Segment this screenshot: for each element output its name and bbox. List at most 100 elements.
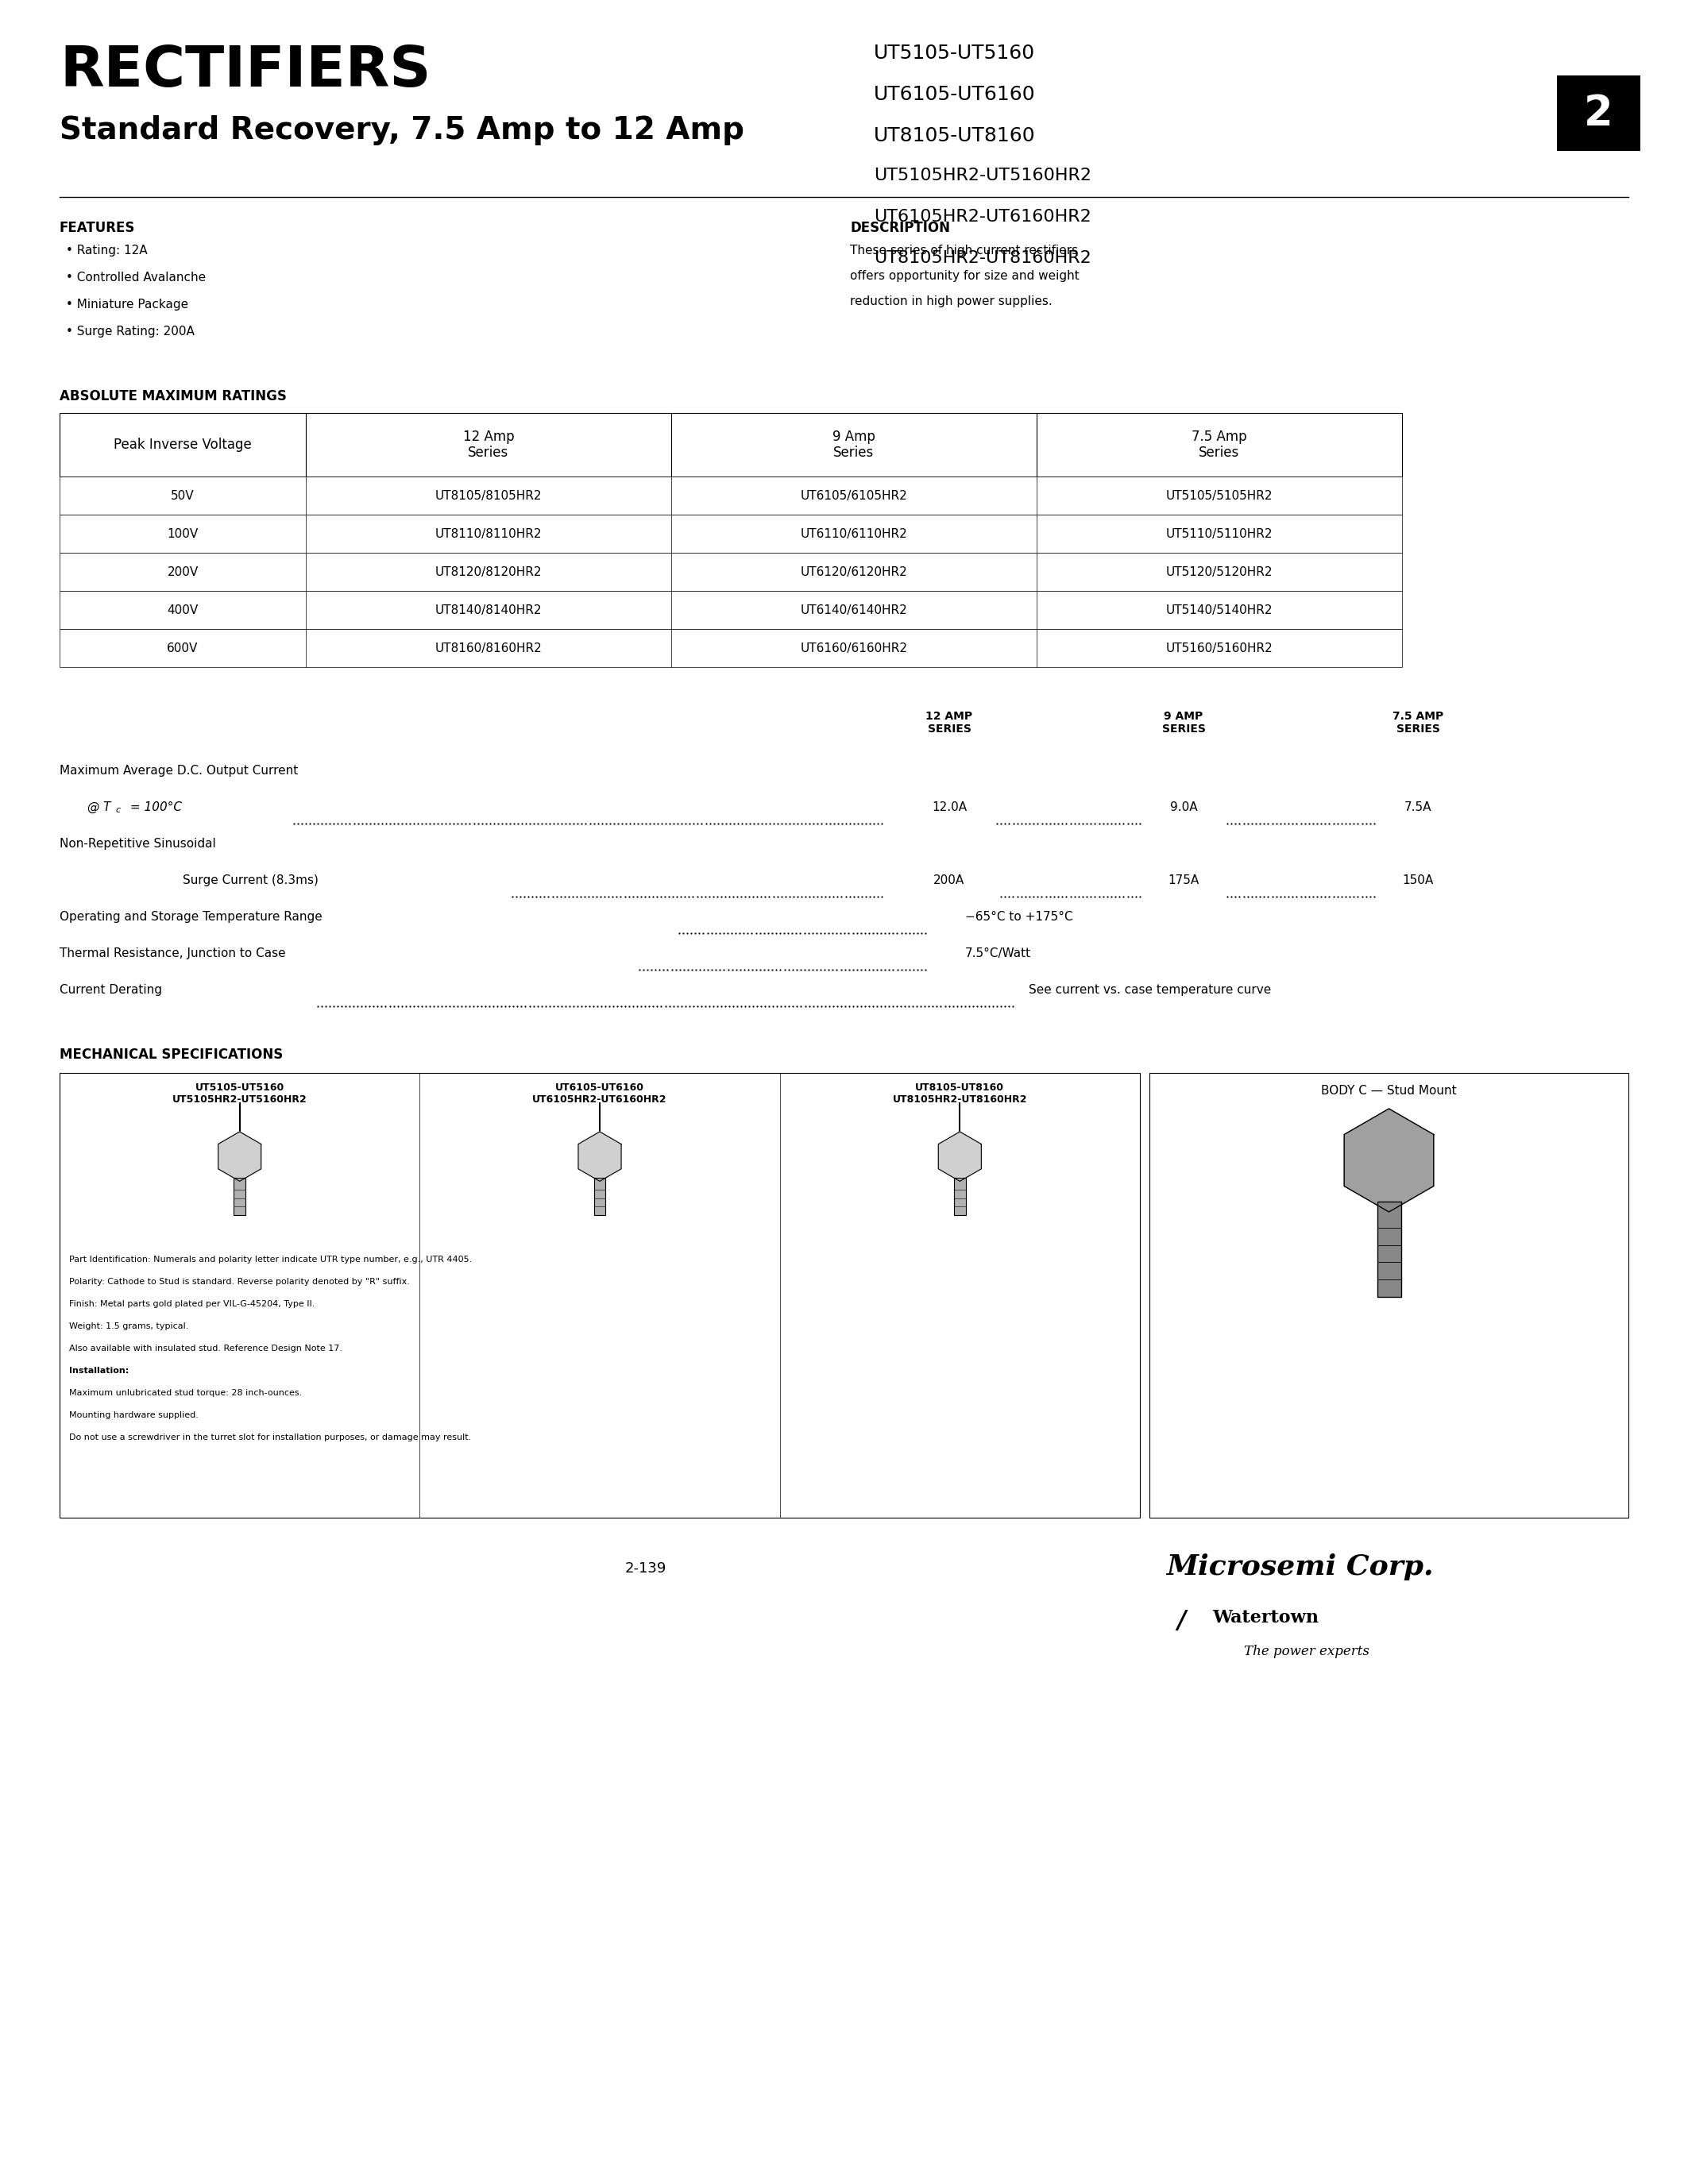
Text: UT6140/6140HR2: UT6140/6140HR2 xyxy=(800,605,908,616)
Text: UT6120/6120HR2: UT6120/6120HR2 xyxy=(800,566,908,579)
Text: 50V: 50V xyxy=(170,489,194,502)
Text: Finish: Metal parts gold plated per VIL-G-45204, Type II.: Finish: Metal parts gold plated per VIL-… xyxy=(69,1299,316,1308)
Text: UT5105-UT5160: UT5105-UT5160 xyxy=(874,44,1035,63)
Text: UT6105HR2-UT6160HR2: UT6105HR2-UT6160HR2 xyxy=(874,210,1090,225)
Text: 600V: 600V xyxy=(167,642,199,653)
Polygon shape xyxy=(1344,1109,1433,1212)
Text: UT5105-UT5160
UT5105HR2-UT5160HR2: UT5105-UT5160 UT5105HR2-UT5160HR2 xyxy=(172,1083,307,1105)
Bar xyxy=(954,1177,966,1214)
Text: UT8105-UT8160
UT8105HR2-UT8160HR2: UT8105-UT8160 UT8105HR2-UT8160HR2 xyxy=(893,1083,1028,1105)
Bar xyxy=(59,515,1403,553)
Text: RECTIFIERS: RECTIFIERS xyxy=(59,44,430,98)
Text: MECHANICAL SPECIFICATIONS: MECHANICAL SPECIFICATIONS xyxy=(59,1048,284,1061)
Bar xyxy=(235,1177,245,1214)
Text: • Surge Rating: 200A: • Surge Rating: 200A xyxy=(66,325,194,339)
Text: 12 AMP
SERIES: 12 AMP SERIES xyxy=(925,710,972,734)
Text: Weight: 1.5 grams, typical.: Weight: 1.5 grams, typical. xyxy=(69,1321,189,1330)
Text: FEATURES: FEATURES xyxy=(59,221,135,236)
Text: Also available with insulated stud. Reference Design Note 17.: Also available with insulated stud. Refe… xyxy=(69,1345,343,1352)
Text: 100V: 100V xyxy=(167,529,197,539)
Text: Operating and Storage Temperature Range: Operating and Storage Temperature Range xyxy=(59,911,322,924)
Text: 7.5°C/Watt: 7.5°C/Watt xyxy=(966,948,1031,959)
Text: 9 Amp
Series: 9 Amp Series xyxy=(832,430,876,461)
Text: 12 Amp
Series: 12 Amp Series xyxy=(463,430,515,461)
Text: 7.5 AMP
SERIES: 7.5 AMP SERIES xyxy=(1393,710,1443,734)
Text: UT8120/8120HR2: UT8120/8120HR2 xyxy=(436,566,542,579)
Text: offers opportunity for size and weight: offers opportunity for size and weight xyxy=(851,271,1079,282)
Text: These series of high current rectifiers: These series of high current rectifiers xyxy=(851,245,1079,256)
Bar xyxy=(59,1072,1139,1518)
Text: See current vs. case temperature curve: See current vs. case temperature curve xyxy=(1028,985,1271,996)
Text: UT5120/5120HR2: UT5120/5120HR2 xyxy=(1166,566,1273,579)
Text: −65°C to +175°C: −65°C to +175°C xyxy=(966,911,1074,924)
Text: UT6110/6110HR2: UT6110/6110HR2 xyxy=(800,529,908,539)
Text: The power experts: The power experts xyxy=(1244,1645,1369,1658)
Text: UT6105/6105HR2: UT6105/6105HR2 xyxy=(800,489,908,502)
Text: Surge Current (8.3ms): Surge Current (8.3ms) xyxy=(182,874,319,887)
Text: UT6105-UT6160
UT6105HR2-UT6160HR2: UT6105-UT6160 UT6105HR2-UT6160HR2 xyxy=(532,1083,667,1105)
Polygon shape xyxy=(218,1131,262,1182)
Text: Do not use a screwdriver in the turret slot for installation purposes, or damage: Do not use a screwdriver in the turret s… xyxy=(69,1433,471,1441)
Text: ABSOLUTE MAXIMUM RATINGS: ABSOLUTE MAXIMUM RATINGS xyxy=(59,389,287,404)
Text: c: c xyxy=(115,806,120,815)
Text: 200A: 200A xyxy=(933,874,966,887)
Text: UT5140/5140HR2: UT5140/5140HR2 xyxy=(1166,605,1273,616)
Text: /: / xyxy=(1177,1610,1185,1634)
Text: DESCRIPTION: DESCRIPTION xyxy=(851,221,950,236)
Text: Thermal Resistance, Junction to Case: Thermal Resistance, Junction to Case xyxy=(59,948,285,959)
Text: Maximum Average D.C. Output Current: Maximum Average D.C. Output Current xyxy=(59,764,299,778)
Text: 150A: 150A xyxy=(1403,874,1433,887)
Bar xyxy=(59,476,1403,515)
Text: = 100°C: = 100°C xyxy=(127,802,182,812)
Text: Standard Recovery, 7.5 Amp to 12 Amp: Standard Recovery, 7.5 Amp to 12 Amp xyxy=(59,116,744,146)
Text: UT8105/8105HR2: UT8105/8105HR2 xyxy=(436,489,542,502)
Text: Part Identification: Numerals and polarity letter indicate UTR type number, e.g.: Part Identification: Numerals and polari… xyxy=(69,1256,473,1265)
Text: Installation:: Installation: xyxy=(69,1367,128,1374)
Bar xyxy=(594,1177,606,1214)
Bar xyxy=(1150,1072,1629,1518)
Text: Microsemi Corp.: Microsemi Corp. xyxy=(1166,1553,1433,1581)
Text: UT8105-UT8160: UT8105-UT8160 xyxy=(874,127,1035,146)
Bar xyxy=(59,592,1403,629)
Bar xyxy=(59,629,1403,666)
Text: UT5105/5105HR2: UT5105/5105HR2 xyxy=(1166,489,1273,502)
Text: 9.0A: 9.0A xyxy=(1170,802,1197,812)
Text: 400V: 400V xyxy=(167,605,197,616)
Text: 7.5 Amp
Series: 7.5 Amp Series xyxy=(1192,430,1247,461)
Text: Peak Inverse Voltage: Peak Inverse Voltage xyxy=(113,437,252,452)
Text: Non-Repetitive Sinusoidal: Non-Repetitive Sinusoidal xyxy=(59,839,216,850)
Text: UT6105-UT6160: UT6105-UT6160 xyxy=(874,85,1035,105)
Text: Current Derating: Current Derating xyxy=(59,985,162,996)
Text: 9 AMP
SERIES: 9 AMP SERIES xyxy=(1161,710,1205,734)
Text: Watertown: Watertown xyxy=(1212,1610,1318,1627)
Text: UT8160/8160HR2: UT8160/8160HR2 xyxy=(436,642,542,653)
Text: 2-139: 2-139 xyxy=(625,1562,667,1575)
Text: • Rating: 12A: • Rating: 12A xyxy=(66,245,147,256)
Text: 12.0A: 12.0A xyxy=(932,802,967,812)
Bar xyxy=(59,553,1403,592)
Text: • Miniature Package: • Miniature Package xyxy=(66,299,189,310)
Polygon shape xyxy=(939,1131,981,1182)
Text: UT5110/5110HR2: UT5110/5110HR2 xyxy=(1166,529,1273,539)
Text: UT8140/8140HR2: UT8140/8140HR2 xyxy=(436,605,542,616)
Text: reduction in high power supplies.: reduction in high power supplies. xyxy=(851,295,1052,308)
Text: • Controlled Avalanche: • Controlled Avalanche xyxy=(66,271,206,284)
Text: 7.5A: 7.5A xyxy=(1404,802,1431,812)
Text: UT8110/8110HR2: UT8110/8110HR2 xyxy=(436,529,542,539)
Text: @ T: @ T xyxy=(88,802,111,812)
Text: 200V: 200V xyxy=(167,566,197,579)
Text: 175A: 175A xyxy=(1168,874,1198,887)
Text: Mounting hardware supplied.: Mounting hardware supplied. xyxy=(69,1411,199,1420)
Polygon shape xyxy=(579,1131,621,1182)
Bar xyxy=(1377,1201,1401,1297)
Text: UT5105HR2-UT5160HR2: UT5105HR2-UT5160HR2 xyxy=(874,168,1092,183)
Text: BODY C — Stud Mount: BODY C — Stud Mount xyxy=(1322,1085,1457,1096)
Bar xyxy=(59,413,1403,476)
Text: Maximum unlubricated stud torque: 28 inch-ounces.: Maximum unlubricated stud torque: 28 inc… xyxy=(69,1389,302,1398)
Text: 2: 2 xyxy=(1583,92,1614,133)
Text: Polarity: Cathode to Stud is standard. Reverse polarity denoted by "R" suffix.: Polarity: Cathode to Stud is standard. R… xyxy=(69,1278,410,1286)
Text: UT5160/5160HR2: UT5160/5160HR2 xyxy=(1166,642,1273,653)
Bar xyxy=(1556,76,1641,151)
Text: UT8105HR2-UT8160HR2: UT8105HR2-UT8160HR2 xyxy=(874,251,1090,266)
Text: UT6160/6160HR2: UT6160/6160HR2 xyxy=(800,642,908,653)
